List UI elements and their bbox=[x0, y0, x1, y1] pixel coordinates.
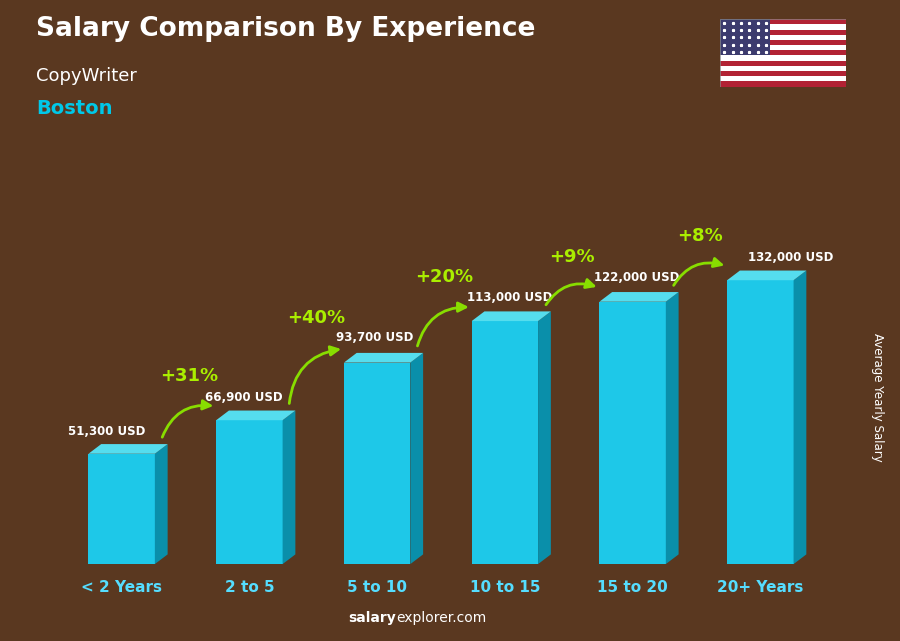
Bar bbox=[720, 50, 846, 56]
Text: 66,900 USD: 66,900 USD bbox=[204, 390, 283, 404]
Text: +9%: +9% bbox=[549, 248, 595, 266]
Bar bbox=[720, 71, 846, 76]
Polygon shape bbox=[599, 292, 679, 302]
Polygon shape bbox=[538, 312, 551, 564]
Text: 132,000 USD: 132,000 USD bbox=[748, 251, 833, 264]
Text: explorer.com: explorer.com bbox=[396, 611, 486, 625]
Polygon shape bbox=[472, 312, 551, 321]
Polygon shape bbox=[794, 271, 806, 564]
Bar bbox=[727, 280, 794, 564]
Bar bbox=[216, 420, 283, 564]
Text: Average Yearly Salary: Average Yearly Salary bbox=[871, 333, 884, 462]
Bar bbox=[720, 29, 846, 35]
Bar bbox=[720, 24, 846, 29]
Polygon shape bbox=[410, 353, 423, 564]
Text: +40%: +40% bbox=[287, 309, 346, 327]
Text: +31%: +31% bbox=[159, 367, 218, 385]
Bar bbox=[720, 35, 846, 40]
Bar bbox=[472, 321, 538, 564]
Text: CopyWriter: CopyWriter bbox=[36, 67, 137, 85]
Bar bbox=[720, 66, 846, 71]
Text: 93,700 USD: 93,700 USD bbox=[337, 331, 414, 344]
Bar bbox=[720, 81, 846, 87]
Text: 51,300 USD: 51,300 USD bbox=[68, 426, 146, 438]
Text: +8%: +8% bbox=[677, 227, 723, 245]
Polygon shape bbox=[216, 410, 295, 420]
Polygon shape bbox=[727, 271, 806, 280]
Bar bbox=[720, 76, 846, 81]
Polygon shape bbox=[88, 444, 167, 454]
Text: Salary Comparison By Experience: Salary Comparison By Experience bbox=[36, 16, 536, 42]
Bar bbox=[599, 302, 666, 564]
Polygon shape bbox=[283, 410, 295, 564]
Text: Boston: Boston bbox=[36, 99, 112, 119]
Polygon shape bbox=[344, 353, 423, 363]
Polygon shape bbox=[155, 444, 167, 564]
Bar bbox=[88, 454, 155, 564]
Text: 113,000 USD: 113,000 USD bbox=[466, 292, 552, 304]
Bar bbox=[720, 19, 770, 56]
Bar bbox=[720, 56, 846, 61]
Polygon shape bbox=[666, 292, 679, 564]
Text: salary: salary bbox=[348, 611, 396, 625]
Bar bbox=[720, 45, 846, 50]
Bar bbox=[720, 61, 846, 66]
Text: +20%: +20% bbox=[415, 267, 473, 286]
Bar bbox=[344, 363, 410, 564]
Bar bbox=[720, 40, 846, 45]
Text: 122,000 USD: 122,000 USD bbox=[594, 271, 680, 284]
Bar bbox=[720, 19, 846, 24]
